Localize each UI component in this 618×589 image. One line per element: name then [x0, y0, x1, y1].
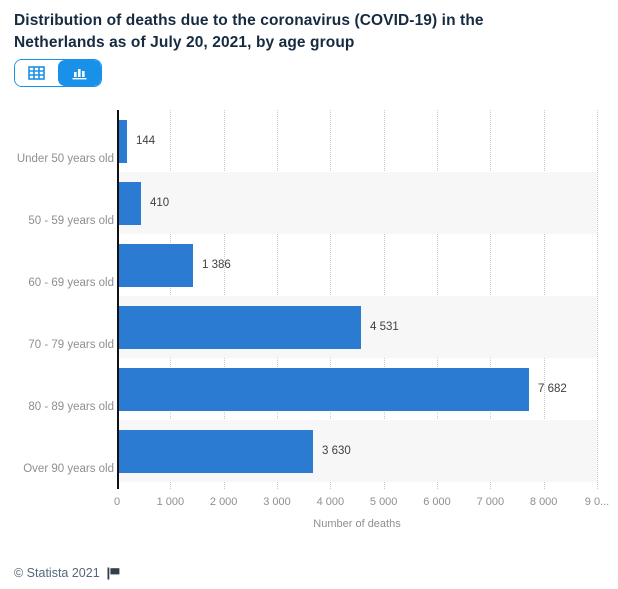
x-tick-label: 4 000 — [316, 496, 345, 508]
value-label: 4 531 — [370, 321, 399, 333]
bar-chart: 144 Under 50 years old 410 50 - 59 years ol… — [0, 110, 618, 540]
table-icon — [28, 66, 45, 80]
x-axis-ticks: 0 1 000 2 000 3 000 4 000 5 000 6 000 7 000 8 00… — [0, 496, 618, 510]
category-label: 80 - 89 years old — [28, 401, 114, 413]
copyright-label: © Statista 2021 — [14, 566, 100, 580]
x-tick-label: 9 0... — [584, 496, 610, 508]
bar[interactable] — [119, 430, 313, 473]
value-label: 7 682 — [538, 383, 567, 395]
x-tick-label: 2 000 — [209, 496, 238, 508]
x-tick-label: 3 000 — [263, 496, 291, 508]
x-tick-label: 0 — [113, 496, 121, 508]
chart-row: 1 386 60 - 69 years old — [0, 234, 618, 296]
chart-row: 4 531 70 - 79 years old — [0, 296, 618, 358]
chart-rows: 144 Under 50 years old 410 50 - 59 years ol… — [0, 110, 618, 482]
chart-row: 144 Under 50 years old — [0, 110, 618, 172]
x-tick-label: 5 000 — [369, 496, 398, 508]
table-view-button[interactable] — [15, 60, 58, 86]
value-label: 410 — [150, 197, 170, 209]
report-flag-button[interactable] — [107, 567, 120, 580]
bar-chart-icon — [71, 66, 88, 80]
x-tick-label: 7 000 — [476, 496, 505, 508]
value-label: 144 — [136, 135, 156, 147]
value-label: 1 386 — [202, 259, 231, 271]
bar[interactable] — [119, 244, 193, 287]
view-toggle — [14, 59, 102, 87]
category-label: Over 90 years old — [23, 463, 114, 475]
y-axis-line — [117, 110, 119, 489]
category-label: Under 50 years old — [16, 153, 114, 165]
x-axis-label: Number of deaths — [313, 518, 401, 530]
bar[interactable] — [119, 368, 529, 411]
footer: © Statista 2021 — [14, 566, 120, 580]
category-label: 50 - 59 years old — [28, 215, 114, 227]
bar[interactable] — [119, 120, 127, 163]
chart-row: 7 682 80 - 89 years old — [0, 358, 618, 420]
page-title: Distribution of deaths due to the corona… — [14, 12, 484, 51]
chart-row: 3 630 Over 90 years old — [0, 420, 618, 482]
bar[interactable] — [119, 306, 361, 349]
value-label: 3 630 — [322, 445, 351, 457]
x-tick-label: 1 000 — [156, 496, 185, 508]
row-band — [117, 172, 597, 234]
chart-row: 410 50 - 59 years old — [0, 172, 618, 234]
chart-view-button[interactable] — [58, 60, 101, 86]
x-tick-label: 6 000 — [423, 496, 451, 508]
bar[interactable] — [119, 182, 141, 225]
category-label: 70 - 79 years old — [28, 339, 114, 351]
category-label: 60 - 69 years old — [28, 277, 114, 289]
x-tick-label: 8 000 — [529, 496, 558, 508]
flag-icon — [107, 567, 120, 580]
gridline — [597, 110, 598, 489]
